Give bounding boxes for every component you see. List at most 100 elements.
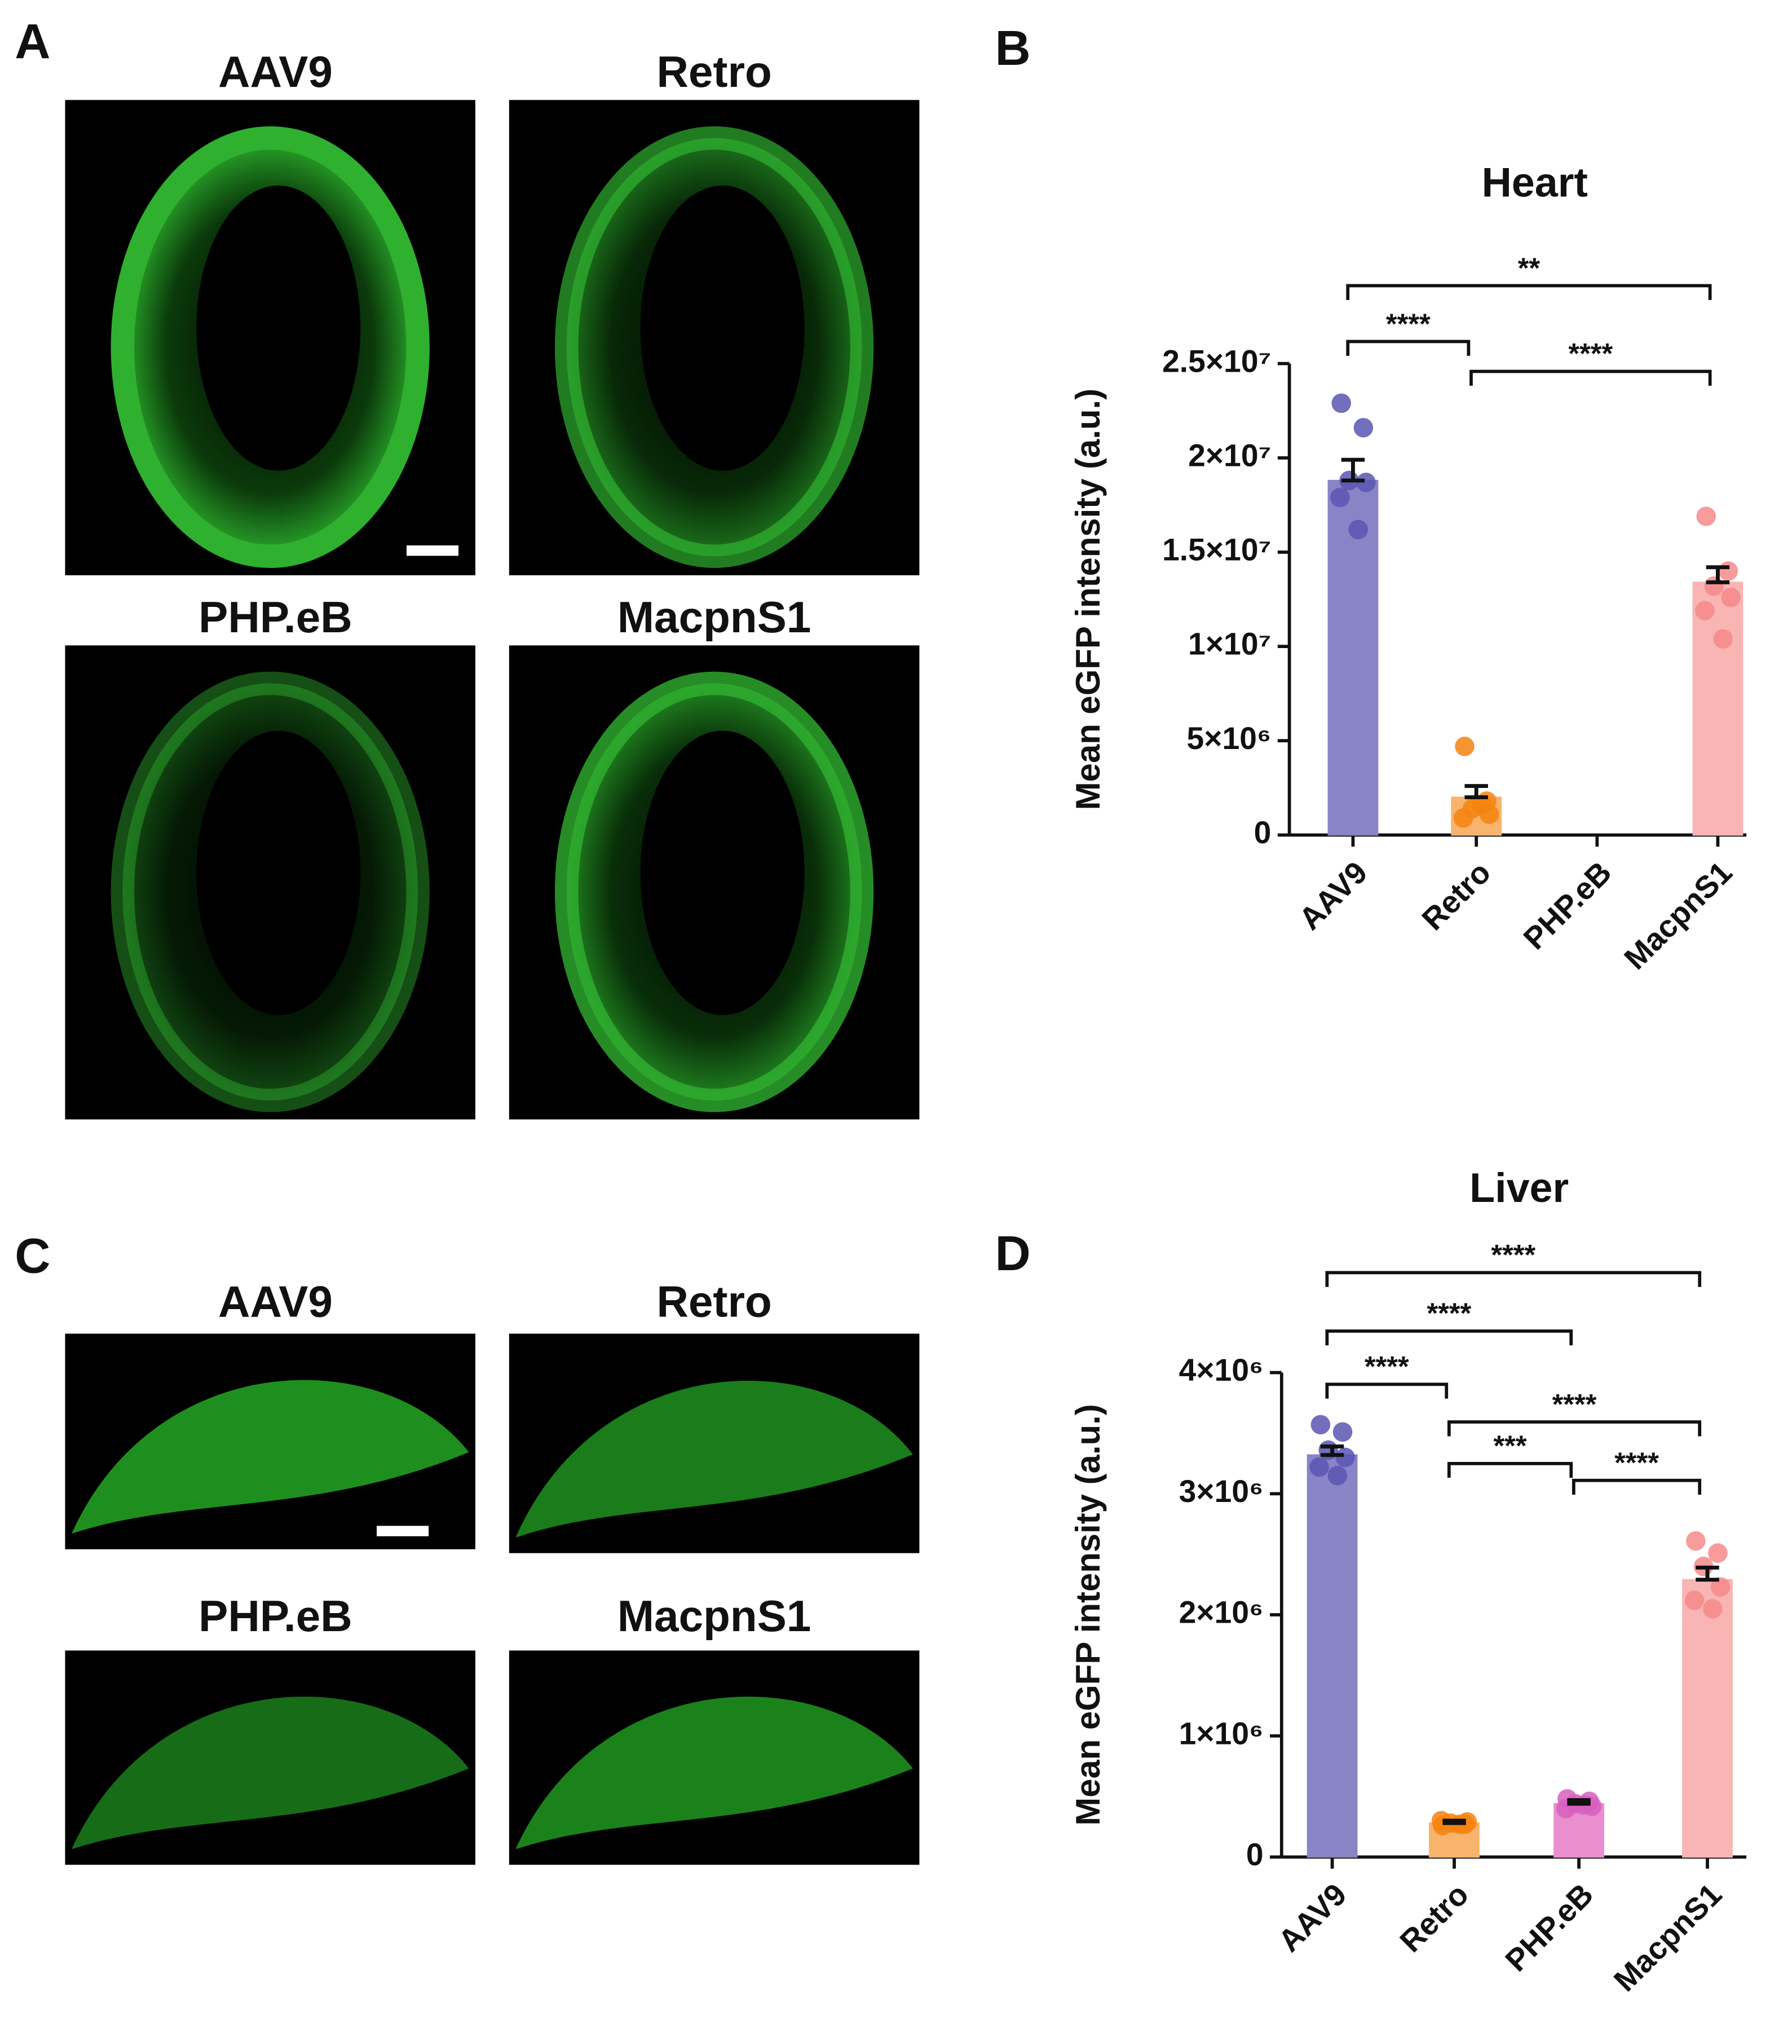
tissue-lumen xyxy=(640,730,805,1015)
data-point xyxy=(1686,1531,1706,1551)
bar xyxy=(1307,1454,1358,1858)
significance-label: **** xyxy=(1568,337,1613,369)
significance-label: **** xyxy=(1386,307,1431,340)
data-point xyxy=(1702,1599,1723,1619)
x-tick-label: PHP.eB xyxy=(1517,854,1618,956)
significance-label: **** xyxy=(1552,1388,1597,1420)
y-tick-label: 0 xyxy=(1246,1837,1264,1872)
x-tick-label: MacpnS1 xyxy=(1607,1876,1728,1998)
significance-bracket xyxy=(1325,1329,1573,1346)
significance-label: **** xyxy=(1365,1350,1409,1382)
data-point xyxy=(1335,1447,1355,1468)
y-tick-label: 2.5×10⁷ xyxy=(1162,343,1271,378)
y-tick-label: 1×10⁷ xyxy=(1188,627,1271,662)
scale-bar xyxy=(406,545,459,556)
data-point xyxy=(1331,393,1351,413)
significance-label: **** xyxy=(1427,1297,1471,1329)
data-point xyxy=(1713,629,1733,649)
significance-bracket xyxy=(1346,284,1712,300)
error-bar xyxy=(1320,1444,1344,1457)
error-bar xyxy=(1567,1798,1591,1806)
image-title: PHP.eB xyxy=(198,592,352,642)
data-point xyxy=(1453,808,1473,828)
tissue-lumen xyxy=(196,730,361,1015)
panel-letter: B xyxy=(995,20,1031,76)
significance-bracket xyxy=(1572,1478,1702,1495)
data-point xyxy=(1704,576,1724,596)
bar xyxy=(1327,479,1379,836)
data-point xyxy=(1684,1591,1705,1610)
significance-bracket xyxy=(1325,1382,1449,1399)
data-point xyxy=(1332,1422,1353,1442)
y-tick-label: 5×10⁶ xyxy=(1187,721,1272,756)
y-tick-label: 4×10⁶ xyxy=(1179,1353,1264,1387)
chart-title: Liver xyxy=(1469,1164,1569,1211)
significance-bracket xyxy=(1447,1461,1573,1478)
panel-letter: D xyxy=(995,1226,1031,1281)
error-bar xyxy=(1464,784,1488,800)
x-tick-label: AAV9 xyxy=(1292,854,1374,936)
data-point xyxy=(1710,1577,1731,1597)
significance-bracket xyxy=(1325,1271,1702,1287)
y-tick-label: 3×10⁶ xyxy=(1179,1474,1264,1509)
tissue xyxy=(71,1697,469,1849)
error-bar xyxy=(1706,565,1730,584)
x-tick-label: Retro xyxy=(1415,854,1498,937)
image-title: Retro xyxy=(656,47,771,96)
image-title: Retro xyxy=(656,1277,771,1327)
error-bar xyxy=(1442,1818,1466,1825)
x-tick-label: MacpnS1 xyxy=(1617,854,1738,976)
data-point xyxy=(1721,587,1741,607)
image-title: AAV9 xyxy=(218,1277,333,1327)
y-tick-label: 2×10⁶ xyxy=(1179,1595,1264,1630)
significance-bracket xyxy=(1447,1420,1702,1437)
image-title: PHP.eB xyxy=(198,1591,352,1641)
significance-bracket xyxy=(1469,369,1712,386)
data-point xyxy=(1330,487,1350,508)
y-tick-label: 1×10⁶ xyxy=(1179,1716,1264,1751)
data-point xyxy=(1708,1543,1728,1563)
data-point xyxy=(1318,1440,1338,1460)
panel-letter: C xyxy=(15,1228,50,1283)
data-point xyxy=(1431,1810,1451,1831)
significance-label: **** xyxy=(1491,1239,1535,1271)
y-axis-label: Mean eGFP intensity (a.u.) xyxy=(1069,389,1107,810)
data-point xyxy=(1356,473,1376,492)
significance-label: ** xyxy=(1518,252,1541,284)
tissue xyxy=(515,1697,913,1849)
tissue xyxy=(515,1380,913,1538)
image-title: MacpnS1 xyxy=(617,1591,811,1641)
y-tick-label: 0 xyxy=(1254,815,1272,850)
data-point xyxy=(1353,418,1374,438)
data-point xyxy=(1696,506,1716,526)
chart-title: Heart xyxy=(1482,159,1588,206)
x-tick-label: AAV9 xyxy=(1272,1876,1353,1958)
image-title: MacpnS1 xyxy=(617,592,811,642)
bar xyxy=(1682,1579,1733,1858)
significance-label: *** xyxy=(1493,1430,1526,1462)
error-bar xyxy=(1696,1565,1719,1582)
data-point xyxy=(1310,1415,1331,1435)
error-bar xyxy=(1341,457,1365,483)
image-title: AAV9 xyxy=(218,47,333,96)
data-point xyxy=(1455,737,1475,756)
x-tick-label: Retro xyxy=(1393,1876,1475,1959)
y-tick-label: 2×10⁷ xyxy=(1188,438,1271,473)
data-point xyxy=(1327,1465,1348,1486)
data-point xyxy=(1309,1457,1329,1477)
y-tick-label: 1.5×10⁷ xyxy=(1162,532,1271,567)
significance-label: **** xyxy=(1614,1446,1659,1478)
data-point xyxy=(1718,561,1738,581)
scale-bar xyxy=(377,1526,429,1536)
tissue-lumen xyxy=(196,185,361,471)
panel-letter: A xyxy=(15,14,50,69)
data-point xyxy=(1472,795,1491,815)
data-point xyxy=(1695,601,1715,620)
tissue xyxy=(71,1380,469,1534)
tissue-lumen xyxy=(640,185,805,471)
bar xyxy=(1692,582,1744,836)
x-tick-label: PHP.eB xyxy=(1498,1876,1600,1978)
significance-bracket xyxy=(1346,340,1471,356)
